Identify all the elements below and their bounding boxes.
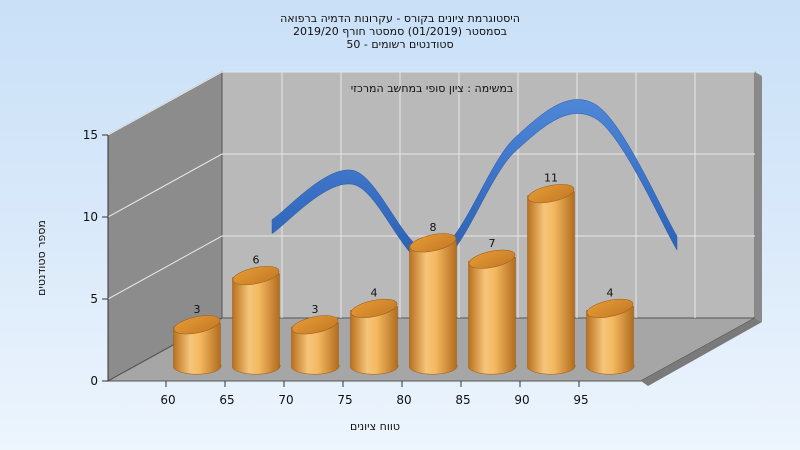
title-line-1: היסטוגרמת ציונים בקורס - עקרונות הדמיה ב… <box>280 12 520 25</box>
bar-value-label: 7 <box>489 237 496 250</box>
x-tick-label: 80 <box>396 393 411 407</box>
x-tick-label: 60 <box>160 393 175 407</box>
bar <box>468 249 517 375</box>
y-axis-label: מספר סטודנטים <box>35 220 48 296</box>
title-line-2: בסמסטר (01/2019) סמסטר חורף 2019/20 <box>293 25 507 38</box>
chart-annotation: במשימה : ציון סופי במחשב המרכזי <box>351 82 514 95</box>
bars: 3 6 3 4 8 7 11 4 <box>173 172 635 375</box>
back-wall-edge <box>755 72 762 322</box>
title-line-3: סטודנטים רשומים - 50 <box>346 38 453 51</box>
gridlines <box>107 71 755 318</box>
bar <box>527 184 576 375</box>
x-tick-label: 95 <box>573 393 588 407</box>
bar <box>173 315 222 375</box>
bar-value-label: 8 <box>430 221 437 234</box>
chart-title: היסטוגרמת ציונים בקורס - עקרונות הדמיה ב… <box>280 12 520 51</box>
y-tick-label: 15 <box>83 128 98 142</box>
bar-value-label: 6 <box>253 254 260 267</box>
x-axis-label: טווח ציונים <box>350 420 400 433</box>
y-tick-label: 10 <box>83 210 98 224</box>
bar-value-label: 4 <box>371 286 378 299</box>
bar-value-label: 4 <box>607 286 614 299</box>
axis-ticks: 0 5 10 15 60 65 70 75 80 85 90 95 <box>83 128 589 407</box>
bar-value-label: 3 <box>312 303 319 316</box>
bar <box>291 315 340 375</box>
y-tick-label: 0 <box>90 374 98 388</box>
x-tick-label: 90 <box>514 393 529 407</box>
y-tick-label: 5 <box>90 292 98 306</box>
bar <box>232 266 281 375</box>
x-tick-label: 75 <box>337 393 352 407</box>
bar <box>409 233 458 375</box>
bar <box>350 298 399 375</box>
bar-value-label: 3 <box>194 303 201 316</box>
x-tick-label: 65 <box>219 393 234 407</box>
bar-value-label: 11 <box>544 172 558 185</box>
x-tick-label: 70 <box>278 393 293 407</box>
x-tick-label: 85 <box>455 393 470 407</box>
floor-front-edge <box>641 318 762 386</box>
bar <box>586 298 635 375</box>
